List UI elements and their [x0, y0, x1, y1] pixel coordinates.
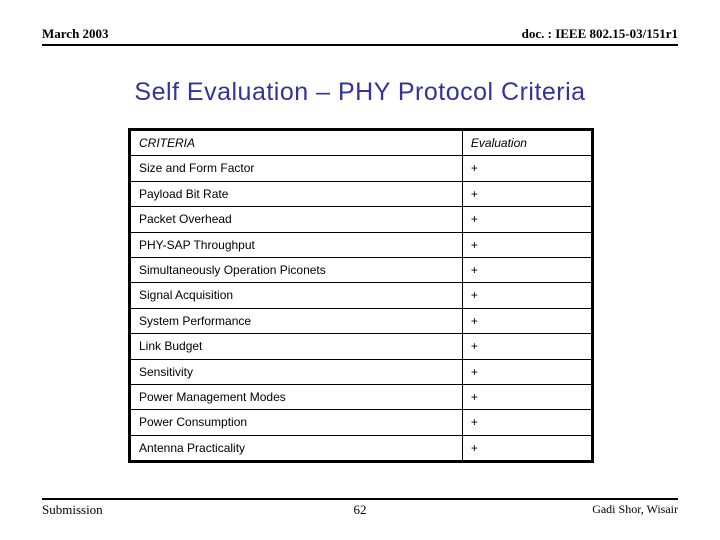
footer-pagenum: 62: [42, 502, 678, 518]
table-row: Antenna Practicality +: [131, 435, 592, 460]
table-row: Link Budget +: [131, 334, 592, 359]
table-row: Payload Bit Rate +: [131, 181, 592, 206]
criteria-cell: Payload Bit Rate: [131, 181, 463, 206]
criteria-table-wrap: CRITERIA Evaluation Size and Form Factor…: [128, 128, 594, 463]
evaluation-cell: +: [462, 334, 591, 359]
evaluation-cell: +: [462, 283, 591, 308]
evaluation-cell: +: [462, 435, 591, 460]
criteria-table: CRITERIA Evaluation Size and Form Factor…: [130, 130, 592, 461]
header-docnum: doc. : IEEE 802.15-03/151r1: [522, 26, 678, 42]
table-row: PHY-SAP Throughput +: [131, 232, 592, 257]
criteria-cell: Power Management Modes: [131, 384, 463, 409]
criteria-cell: Packet Overhead: [131, 207, 463, 232]
criteria-cell: Size and Form Factor: [131, 156, 463, 181]
criteria-cell: PHY-SAP Throughput: [131, 232, 463, 257]
table-header-row: CRITERIA Evaluation: [131, 131, 592, 156]
criteria-cell: System Performance: [131, 308, 463, 333]
table-row: Power Consumption +: [131, 410, 592, 435]
evaluation-cell: +: [462, 308, 591, 333]
criteria-cell: Antenna Practicality: [131, 435, 463, 460]
criteria-cell: Simultaneously Operation Piconets: [131, 257, 463, 282]
evaluation-cell: +: [462, 156, 591, 181]
table-row: Packet Overhead +: [131, 207, 592, 232]
criteria-cell: Sensitivity: [131, 359, 463, 384]
table-row: Signal Acquisition +: [131, 283, 592, 308]
slide-title: Self Evaluation – PHY Protocol Criteria: [0, 78, 720, 107]
table-row: Sensitivity +: [131, 359, 592, 384]
evaluation-cell: +: [462, 232, 591, 257]
header-date: March 2003: [42, 26, 109, 42]
evaluation-cell: +: [462, 257, 591, 282]
criteria-cell: Link Budget: [131, 334, 463, 359]
table-header-criteria: CRITERIA: [131, 131, 463, 156]
evaluation-cell: +: [462, 359, 591, 384]
criteria-cell: Power Consumption: [131, 410, 463, 435]
evaluation-cell: +: [462, 410, 591, 435]
footer-author: Gadi Shor, Wisair: [592, 502, 678, 517]
table-row: Size and Form Factor +: [131, 156, 592, 181]
table-row: System Performance +: [131, 308, 592, 333]
slide-footer: Submission 62 Gadi Shor, Wisair: [42, 498, 678, 518]
evaluation-cell: +: [462, 181, 591, 206]
criteria-cell: Signal Acquisition: [131, 283, 463, 308]
evaluation-cell: +: [462, 207, 591, 232]
slide-header: March 2003 doc. : IEEE 802.15-03/151r1: [42, 26, 678, 46]
table-row: Simultaneously Operation Piconets +: [131, 257, 592, 282]
table-header-evaluation: Evaluation: [462, 131, 591, 156]
table-row: Power Management Modes +: [131, 384, 592, 409]
evaluation-cell: +: [462, 384, 591, 409]
